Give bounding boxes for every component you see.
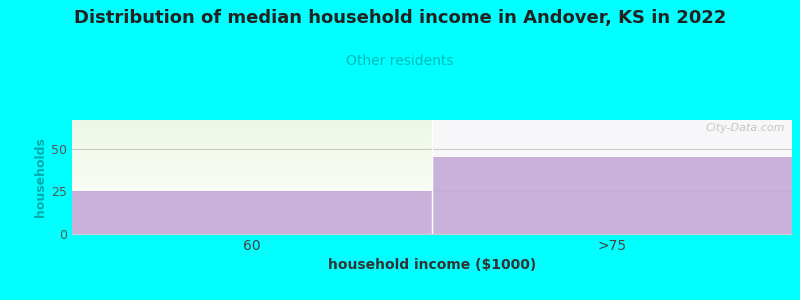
Bar xyxy=(72,191,432,234)
Y-axis label: households: households xyxy=(34,137,47,217)
Bar xyxy=(432,158,792,234)
Text: Other residents: Other residents xyxy=(346,54,454,68)
Text: Distribution of median household income in Andover, KS in 2022: Distribution of median household income … xyxy=(74,9,726,27)
Text: City-Data.com: City-Data.com xyxy=(706,123,785,134)
X-axis label: household income ($1000): household income ($1000) xyxy=(328,258,536,272)
